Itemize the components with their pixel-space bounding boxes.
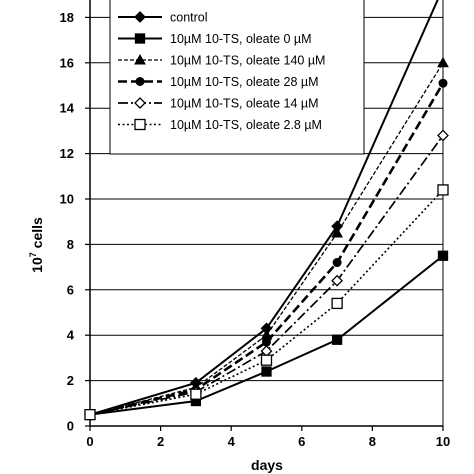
data-point — [331, 227, 343, 238]
y-tick-label: 0 — [67, 419, 74, 434]
legend-marker-5 — [134, 97, 146, 109]
data-point — [438, 78, 448, 88]
legend-label-5: 10µM 10-TS, oleate 14 µM — [170, 97, 319, 111]
series-line-3 — [89, 62, 444, 416]
y-tick-label: 2 — [67, 373, 74, 388]
axes — [85, 0, 444, 431]
legend-label-2: 10µM 10-TS, oleate 0 µM — [170, 32, 312, 46]
data-point — [331, 297, 343, 310]
y-axis-title-base: 10 — [29, 257, 45, 273]
legend-marker-2 — [134, 33, 146, 44]
y-tick-label: 14 — [60, 101, 75, 116]
data-point — [437, 184, 449, 196]
legend-marker-4 — [135, 77, 145, 86]
legend-marker-6 — [134, 118, 146, 131]
data-point — [262, 337, 271, 347]
y-tick-label: 6 — [67, 282, 74, 297]
legend-label-1: control — [170, 11, 208, 25]
data-point — [437, 129, 449, 142]
x-axis-title: days — [251, 457, 283, 473]
legend-label-4: 10µM 10-TS, oleate 28 µM — [170, 75, 319, 89]
y-tick-label: 8 — [67, 237, 74, 252]
data-point — [84, 408, 96, 421]
series-markers — [84, 56, 449, 421]
tick-labels: 0 2 4 6 8 10 12 14 16 18 0 2 4 6 8 10 — [60, 10, 451, 449]
x-tick-label: 2 — [157, 434, 164, 449]
legend-label-3: 10µM 10-TS, oleate 140 µM — [170, 54, 325, 68]
data-point — [437, 250, 449, 261]
y-tick-label: 4 — [67, 328, 75, 343]
data-point — [331, 274, 344, 287]
y-tick-label: 16 — [60, 55, 74, 70]
data-point — [190, 388, 202, 400]
y-axis-title-rest: cells — [29, 217, 45, 252]
legend: control 10µM 10-TS, oleate 0 µM 10µM 10-TS… — [109, 0, 365, 155]
legend-label-6: 10µM 10-TS, oleate 2.8 µM — [170, 118, 322, 132]
y-axis-title-exponent: 7 — [28, 252, 38, 257]
x-tick-label: 8 — [369, 434, 376, 449]
data-point — [437, 56, 449, 68]
data-point — [261, 366, 272, 377]
y-tick-label: 18 — [60, 10, 74, 25]
series-line-4 — [89, 82, 445, 416]
legend-box — [109, 0, 365, 155]
data-point — [331, 334, 343, 345]
y-tick-label: 12 — [60, 146, 74, 161]
data-point — [260, 354, 273, 366]
data-point — [332, 258, 342, 268]
x-tick-label: 10 — [436, 434, 450, 449]
x-tick-label: 0 — [86, 434, 93, 449]
y-axis-title: 107 cells — [28, 217, 45, 273]
y-tick-label: 10 — [60, 192, 74, 207]
legend-marker-1 — [134, 11, 146, 23]
legend-marker-3 — [134, 53, 146, 65]
x-tick-label: 4 — [228, 434, 236, 449]
x-tick-label: 6 — [298, 434, 305, 449]
